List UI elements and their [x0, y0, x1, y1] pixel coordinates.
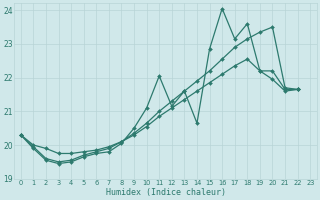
X-axis label: Humidex (Indice chaleur): Humidex (Indice chaleur)	[106, 188, 226, 197]
